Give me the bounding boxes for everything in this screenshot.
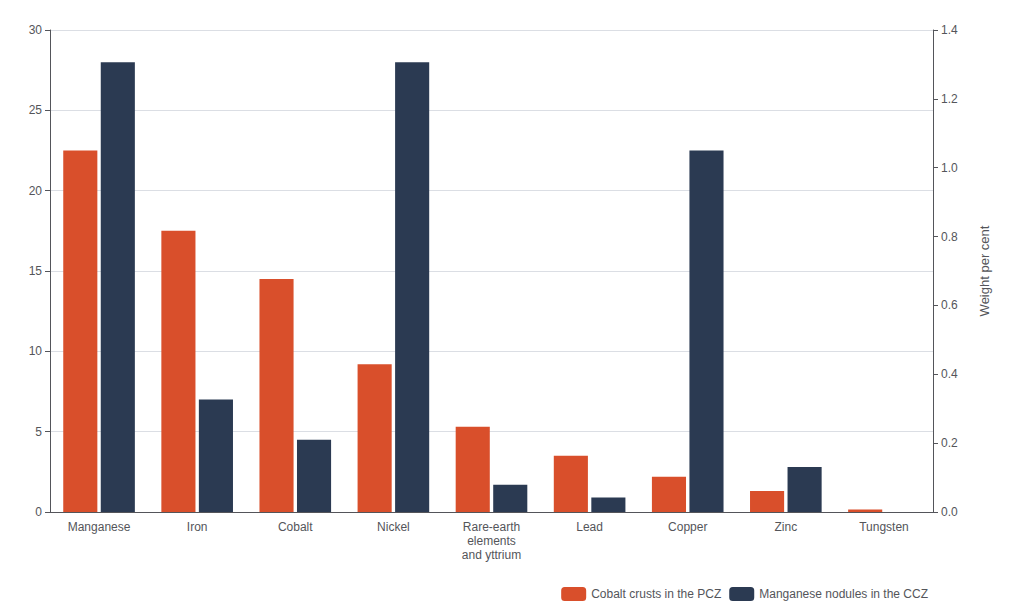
svg-text:0.0: 0.0 — [941, 505, 958, 519]
svg-text:20: 20 — [29, 184, 43, 198]
svg-text:25: 25 — [29, 103, 43, 117]
svg-text:15: 15 — [29, 264, 43, 278]
svg-text:Manganese: Manganese — [68, 520, 131, 534]
svg-text:Rare-earth: Rare-earth — [463, 520, 520, 534]
svg-text:Zinc: Zinc — [774, 520, 797, 534]
svg-text:elements: elements — [467, 534, 516, 548]
svg-text:0: 0 — [35, 505, 42, 519]
svg-text:1.0: 1.0 — [941, 161, 958, 175]
svg-text:and yttrium: and yttrium — [462, 548, 521, 562]
svg-text:Weight per cent: Weight per cent — [977, 225, 992, 316]
svg-text:30: 30 — [29, 23, 43, 37]
svg-text:0.4: 0.4 — [941, 367, 958, 381]
svg-text:Cobalt: Cobalt — [278, 520, 313, 534]
svg-text:Nickel: Nickel — [377, 520, 410, 534]
svg-text:0.8: 0.8 — [941, 230, 958, 244]
svg-text:Cobalt crusts in the PCZ: Cobalt crusts in the PCZ — [591, 587, 721, 601]
svg-text:Manganese nodules in the CCZ: Manganese nodules in the CCZ — [759, 587, 928, 601]
svg-text:0.6: 0.6 — [941, 298, 958, 312]
svg-text:Copper: Copper — [668, 520, 707, 534]
svg-text:Iron: Iron — [187, 520, 208, 534]
svg-text:Tungsten: Tungsten — [859, 520, 909, 534]
svg-text:Lead: Lead — [576, 520, 603, 534]
svg-text:1.4: 1.4 — [941, 23, 958, 37]
svg-text:1.2: 1.2 — [941, 92, 958, 106]
svg-text:0.2: 0.2 — [941, 436, 958, 450]
svg-text:10: 10 — [29, 344, 43, 358]
svg-text:5: 5 — [35, 425, 42, 439]
